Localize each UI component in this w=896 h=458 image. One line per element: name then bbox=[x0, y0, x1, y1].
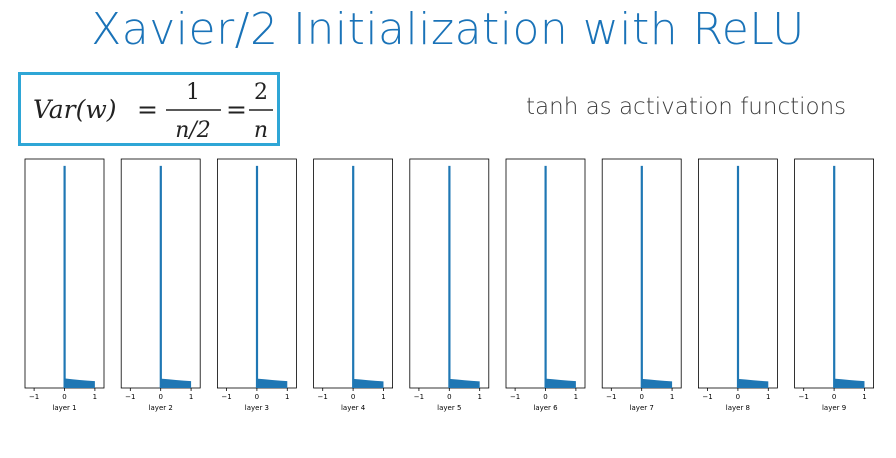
histogram-panel: −1 0 1 layer 6 bbox=[505, 158, 586, 412]
variance-formula: Var(w) = 1 n/2 = 2 n bbox=[33, 80, 273, 143]
histogram-panel: −1 0 1 layer 8 bbox=[698, 158, 778, 412]
x-tick-label: −1 bbox=[606, 393, 616, 401]
histogram-panel: −1 0 1 layer 7 bbox=[601, 158, 682, 412]
x-tick-label: −1 bbox=[125, 393, 135, 401]
histogram-tail bbox=[737, 378, 769, 388]
panel-label: layer 8 bbox=[726, 404, 750, 412]
histogram-tail bbox=[160, 378, 192, 388]
histogram-spike bbox=[448, 165, 451, 388]
x-tick-label: 1 bbox=[477, 393, 481, 401]
slide-title: Xavier/2 Initialization with ReLU bbox=[91, 4, 805, 55]
histogram-panel: −1 0 1 layer 9 bbox=[794, 158, 874, 412]
histogram-spike bbox=[255, 165, 259, 388]
x-tick-label: 1 bbox=[381, 393, 385, 401]
formula-lhs: Var(w) bbox=[33, 95, 117, 124]
formula-fraction2-denominator: n bbox=[254, 118, 268, 143]
histogram-spike bbox=[63, 165, 66, 388]
x-tick-label: 1 bbox=[93, 393, 97, 401]
x-tick-label: −1 bbox=[414, 393, 424, 401]
x-tick-label: −1 bbox=[510, 393, 520, 401]
x-tick-label: 1 bbox=[574, 393, 578, 401]
x-tick-label: −1 bbox=[221, 393, 231, 401]
x-tick-label: −1 bbox=[318, 393, 328, 401]
histogram-spike bbox=[159, 165, 162, 388]
panel-label: layer 3 bbox=[245, 404, 269, 412]
histogram-panel: −1 0 1 layer 4 bbox=[313, 158, 394, 412]
x-tick-label: 0 bbox=[158, 393, 162, 401]
x-tick-label: 1 bbox=[189, 393, 193, 401]
histogram-spike bbox=[352, 165, 355, 388]
formula-box: Var(w) = 1 n/2 = 2 n bbox=[18, 72, 280, 146]
histogram-panel: −1 0 1 layer 5 bbox=[409, 158, 490, 412]
x-tick-label: 1 bbox=[670, 393, 674, 401]
panel-label: layer 1 bbox=[52, 404, 76, 412]
histogram-grid: −1 0 1 layer 1 −1 0 1 layer 2 −1 0 1 layer 3 −1 0 1 lay… bbox=[0, 150, 896, 420]
histogram-spike bbox=[640, 165, 643, 388]
histogram-panel: −1 0 1 layer 2 bbox=[120, 158, 201, 412]
formula-equals-2: = bbox=[226, 95, 247, 124]
formula-fraction1-numerator: 1 bbox=[186, 80, 200, 105]
x-tick-label: 0 bbox=[832, 393, 836, 401]
x-tick-label: 0 bbox=[62, 393, 66, 401]
histogram-tail bbox=[353, 378, 384, 388]
histogram-panel: −1 0 1 layer 3 bbox=[216, 158, 297, 412]
histogram-tail bbox=[256, 378, 288, 388]
formula-fraction2-numerator: 2 bbox=[254, 80, 268, 105]
panel-label: layer 6 bbox=[533, 404, 558, 412]
formula-fraction1-denominator: n/2 bbox=[175, 118, 211, 143]
panel-label: layer 7 bbox=[630, 404, 654, 412]
histogram-spike bbox=[736, 165, 740, 388]
x-tick-label: −1 bbox=[29, 393, 39, 401]
histogram-tail bbox=[834, 378, 865, 388]
x-tick-label: 1 bbox=[862, 393, 866, 401]
histogram-tail bbox=[641, 378, 673, 388]
histogram-tail bbox=[449, 378, 480, 388]
x-tick-label: 0 bbox=[543, 393, 547, 401]
activation-subtitle: tanh as activation functions bbox=[526, 94, 847, 120]
histogram-svg: −1 0 1 layer 1 −1 0 1 layer 2 −1 0 1 layer 3 −1 0 1 lay… bbox=[24, 158, 874, 412]
panel-label: layer 2 bbox=[149, 404, 173, 412]
formula-equals-1: = bbox=[137, 95, 158, 124]
x-tick-label: 0 bbox=[639, 393, 643, 401]
x-tick-label: 0 bbox=[255, 393, 259, 401]
x-tick-label: 0 bbox=[736, 393, 740, 401]
histogram-panel: −1 0 1 layer 1 bbox=[24, 158, 105, 412]
histogram-tail bbox=[545, 378, 576, 388]
x-tick-label: −1 bbox=[799, 393, 809, 401]
x-tick-label: 1 bbox=[766, 393, 770, 401]
histogram-spike bbox=[544, 165, 547, 388]
x-tick-label: −1 bbox=[702, 393, 712, 401]
x-tick-label: 0 bbox=[447, 393, 451, 401]
x-tick-label: 1 bbox=[285, 393, 289, 401]
panel-label: layer 5 bbox=[437, 404, 461, 412]
panel-label: layer 9 bbox=[822, 404, 846, 412]
histogram-tail bbox=[64, 378, 95, 388]
panel-label: layer 4 bbox=[341, 404, 366, 412]
histogram-spike bbox=[833, 165, 836, 388]
x-tick-label: 0 bbox=[351, 393, 355, 401]
